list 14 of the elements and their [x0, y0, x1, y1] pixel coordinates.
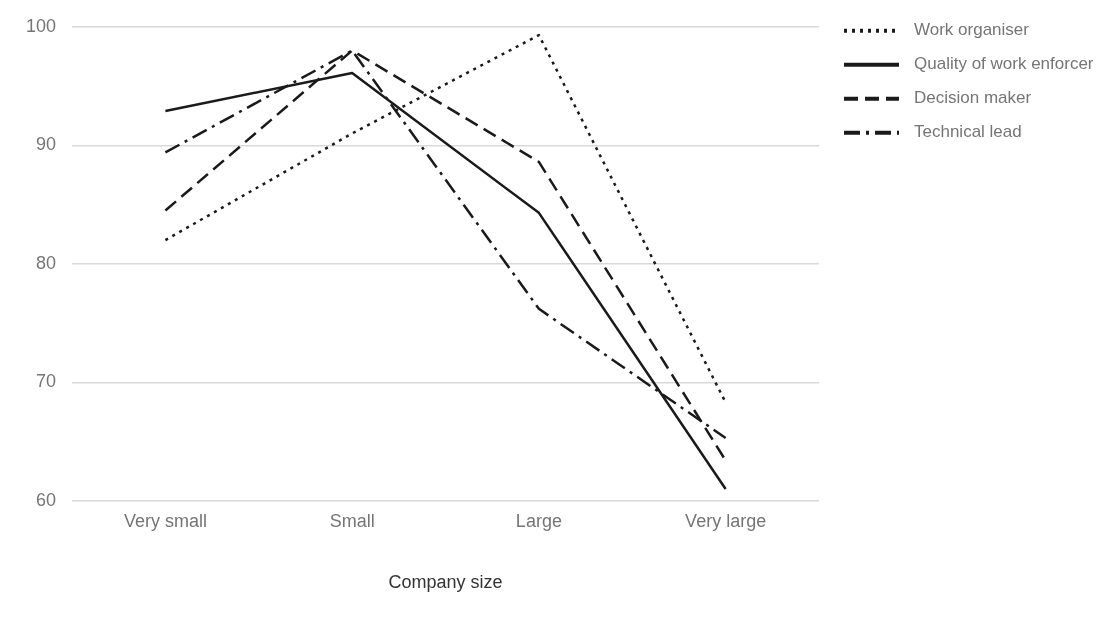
x-axis-title: Company size: [388, 572, 503, 593]
y-tick-label: 100: [25, 15, 57, 36]
x-tick-label: Very small: [123, 510, 207, 531]
y-tick-label: 90: [36, 134, 57, 155]
legend-label: Technical lead: [914, 122, 1022, 142]
legend-label: Work organiser: [914, 20, 1030, 40]
x-tick-label: Small: [329, 510, 375, 531]
x-tick-label: Large: [515, 510, 562, 531]
y-tick-label: 60: [36, 489, 57, 510]
legend-label: Decision maker: [914, 88, 1032, 108]
y-tick-label: 70: [36, 371, 57, 392]
x-tick-label: Very large: [685, 510, 767, 531]
legend-label: Quality of work enforcer: [914, 54, 1094, 74]
y-tick-label: 80: [36, 252, 57, 273]
